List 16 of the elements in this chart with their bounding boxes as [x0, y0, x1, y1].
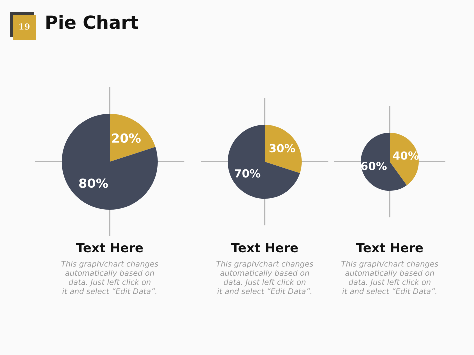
pie-slice	[62, 114, 158, 210]
pie-slice	[265, 125, 302, 174]
text: Text Here	[76, 243, 144, 253]
data-label: 70%	[235, 169, 261, 178]
data-label: 20%	[112, 134, 141, 144]
text: Text Here	[231, 243, 298, 253]
data-label: 30%	[270, 144, 296, 153]
data-label: 80%	[79, 178, 108, 188]
text: 19	[20, 24, 30, 30]
pie-slice	[228, 125, 300, 199]
data-label: 60%	[361, 162, 387, 170]
data-label: 40%	[393, 152, 419, 160]
pie-slice	[110, 114, 156, 162]
pie-slice	[390, 133, 419, 186]
text: Text Here	[356, 243, 424, 253]
text: Pie Chart	[46, 15, 138, 30]
